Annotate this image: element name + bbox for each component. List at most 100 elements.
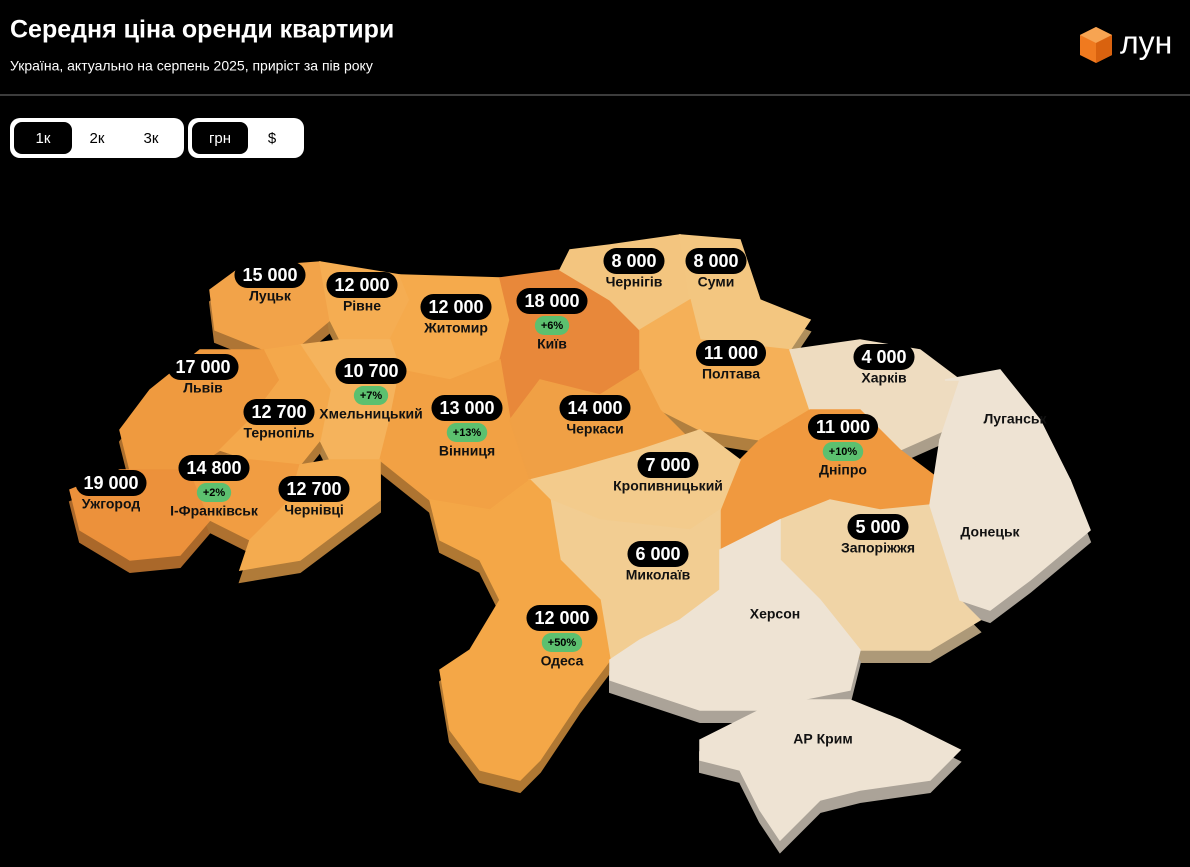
region-name: Одеса [541, 653, 584, 669]
region-name: Луганськ [983, 411, 1047, 427]
toggle-option[interactable]: грн [209, 130, 231, 147]
price: 11 000 [816, 417, 870, 437]
growth-badge [822, 442, 864, 461]
toggle-option[interactable]: 3к [144, 130, 159, 147]
region[interactable] [929, 438, 1091, 611]
price-badge [685, 248, 747, 274]
toggle-selected [192, 122, 248, 154]
price-badge [335, 358, 407, 384]
price: 4 000 [861, 347, 906, 367]
growth-badge [541, 633, 583, 652]
price-badge [278, 476, 350, 502]
logo[interactable]: лун [1080, 24, 1172, 63]
region-name: Полтава [702, 366, 760, 382]
price-badge [75, 470, 147, 496]
map-labels: 15 000 Луцьк 12 000 Рівне 12 000 Житомир 18 00… [75, 248, 1048, 747]
price-badge [807, 414, 879, 440]
region-name: Дніпро [819, 462, 867, 478]
price-badge [637, 452, 699, 478]
price-badge [420, 294, 492, 320]
map-regions [69, 234, 1091, 842]
region-name: Вінниця [439, 443, 495, 459]
growth: +50% [548, 637, 577, 649]
region-name: Тернопіль [243, 425, 314, 441]
region-name: Донецьк [960, 524, 1020, 540]
price-badge [603, 248, 665, 274]
region-name: Запоріжжя [841, 540, 915, 556]
price-badge [559, 395, 631, 421]
toggle-selected [14, 122, 72, 154]
toggle-option[interactable]: $ [268, 130, 277, 147]
region-name: І-Франківськ [170, 503, 259, 519]
region-name: Кропивницький [613, 478, 723, 494]
price: 14 800 [186, 458, 241, 478]
growth-badge [196, 483, 232, 502]
price: 12 700 [286, 479, 341, 499]
growth: +7% [360, 390, 383, 402]
price-badge [516, 288, 588, 314]
growth-badge [353, 386, 389, 405]
price: 19 000 [83, 473, 138, 493]
region-name: Харків [861, 370, 907, 386]
price: 8 000 [611, 251, 656, 271]
growth: +10% [829, 446, 858, 458]
price-badge [853, 344, 915, 370]
price: 10 700 [343, 361, 398, 381]
growth: +2% [203, 487, 226, 499]
price: 17 000 [175, 357, 230, 377]
price: 12 000 [334, 275, 389, 295]
price-badge [431, 395, 503, 421]
price-badge [526, 605, 598, 631]
price-badge [627, 541, 689, 567]
controls: 1к 2к 3к грн $ [10, 118, 304, 158]
price-badge [847, 514, 909, 540]
region[interactable] [609, 518, 861, 711]
price: 12 000 [428, 297, 483, 317]
subtitle: Україна, актуально на серпень 2025, прир… [10, 58, 373, 74]
price: 6 000 [635, 544, 680, 564]
logo-text: лун [1120, 24, 1172, 60]
price-badge [178, 455, 250, 481]
price: 14 000 [567, 398, 622, 418]
growth: +6% [541, 320, 564, 332]
growth-badge [446, 423, 488, 442]
price: 18 000 [524, 291, 579, 311]
region-name: Миколаїв [626, 567, 691, 583]
title: Середня ціна оренди квартири [10, 16, 394, 44]
region-name: Рівне [343, 298, 381, 314]
region-name: Хмельницький [319, 406, 422, 422]
price: 8 000 [693, 251, 738, 271]
price-badge [243, 399, 315, 425]
price: 12 000 [534, 608, 589, 628]
price: 7 000 [645, 455, 690, 475]
region-name: Чернівці [284, 502, 344, 518]
region-name: Житомир [423, 320, 488, 336]
region-name: Чернігів [606, 274, 663, 290]
price-badge [695, 340, 767, 366]
price-badge [234, 262, 306, 288]
region-name: Суми [698, 274, 735, 290]
price-badge [167, 354, 239, 380]
price: 11 000 [704, 343, 758, 363]
price: 13 000 [439, 398, 494, 418]
price: 15 000 [242, 265, 297, 285]
price: 5 000 [855, 517, 900, 537]
region-name: Херсон [750, 606, 800, 622]
toggle-option[interactable]: 1к [36, 130, 51, 147]
toggle-option[interactable]: 2к [90, 130, 105, 147]
growth-badge [534, 316, 570, 335]
region-name: Київ [537, 336, 567, 352]
region-name: Черкаси [566, 421, 623, 437]
price-badge [326, 272, 398, 298]
region-name: АР Крим [793, 731, 852, 747]
price: 12 700 [251, 402, 306, 422]
region[interactable] [428, 479, 611, 781]
region[interactable] [699, 699, 962, 842]
region-name: Луцьк [249, 288, 292, 304]
region-name: Ужгород [82, 496, 141, 512]
logo-icon-side [1096, 35, 1112, 63]
region-name: Львів [183, 380, 223, 396]
growth: +13% [453, 427, 482, 439]
